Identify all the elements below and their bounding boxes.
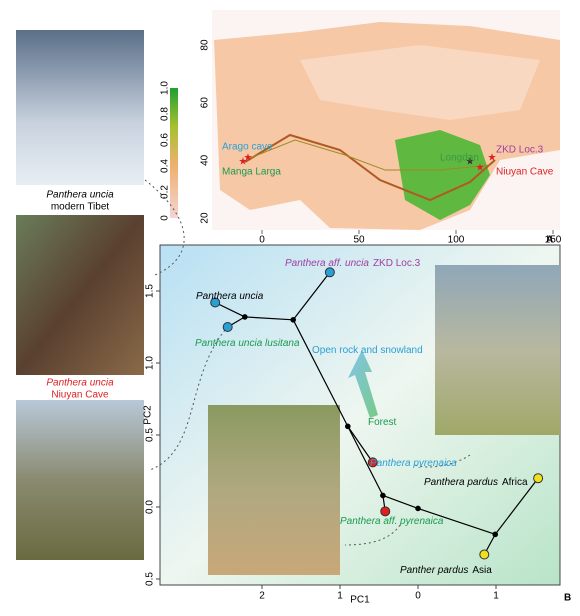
colorbar-label: 0	[160, 215, 171, 221]
node-point	[492, 531, 499, 538]
map: A	[170, 10, 560, 246]
x-tick-label: 50	[353, 235, 365, 246]
panel-label: B	[564, 593, 571, 604]
caption-species: Panthera uncia	[46, 190, 114, 201]
dispersal-route	[249, 139, 491, 171]
y-tick-label: 0.5	[145, 572, 156, 586]
y-axis-title: PC2	[143, 405, 154, 425]
painting-snow-leopard-forest	[16, 215, 144, 375]
y-tick-label: 40	[200, 154, 211, 166]
painting-leopard-ibex	[16, 400, 144, 560]
pca-label: Forest	[368, 417, 397, 428]
site-label: Longdan	[440, 153, 479, 164]
site-marker: ★	[476, 163, 485, 174]
node-point	[290, 317, 297, 323]
site-label: Niuyan Cave	[496, 167, 554, 178]
panel-label: A	[546, 235, 553, 246]
x-tick-label: 100	[448, 235, 465, 246]
land-low	[300, 45, 540, 120]
tip-point	[380, 506, 391, 517]
colorbar-label: 0.2	[160, 185, 171, 199]
tree-edge	[292, 271, 331, 321]
caption-locality: Niuyan Cave	[51, 390, 109, 401]
y-tick-label: 1.5	[145, 284, 156, 298]
tip-point	[533, 473, 544, 484]
pca-label: Panthera uncia	[196, 291, 264, 302]
colorbar-label: 0.6	[160, 133, 171, 147]
site-marker: ★	[239, 157, 248, 168]
site-label: Manga Larga	[222, 167, 281, 178]
tree-edge	[292, 319, 349, 427]
label-text: Africa	[502, 477, 528, 488]
pca-label: Panthera pardus Africa	[424, 477, 528, 488]
x-tick-label: 1	[493, 591, 499, 602]
node-point	[242, 314, 248, 320]
label-italic: Panthera uncia lusitana	[195, 338, 300, 349]
x-axis-title: PC1	[350, 595, 370, 606]
dispersal-route	[244, 133, 496, 202]
dotted-pointer	[144, 179, 185, 276]
site-marker: ★	[488, 153, 497, 164]
tree-edge	[244, 316, 294, 321]
y-tick-label: 0.0	[145, 500, 156, 514]
label-italic: Panthera pardus	[424, 477, 498, 488]
node-point	[415, 505, 421, 512]
tree-edge	[347, 426, 374, 463]
label-italic: Panthera pyrenaica	[370, 458, 457, 469]
x-tick-label: 2	[259, 591, 265, 602]
painting-pyrenaica	[435, 265, 560, 435]
painting-aff-pyrenaica	[208, 405, 340, 575]
node-point	[380, 492, 386, 499]
tree-edge	[417, 507, 496, 535]
label-text: Asia	[472, 565, 492, 576]
node-point	[345, 423, 351, 430]
label-italic: Panthera uncia	[196, 291, 264, 302]
x-tick-label: 150	[545, 235, 562, 246]
dotted-pointer	[149, 329, 226, 471]
pca-label: Panthera uncia lusitana	[195, 338, 300, 349]
pca-label: Panthera pyrenaica	[370, 458, 457, 469]
y-tick-label: 80	[200, 39, 211, 51]
label-italic: Panthera aff. pyrenaica	[340, 516, 444, 527]
label-italic: Panthera aff. uncia	[285, 258, 369, 269]
x-tick-label: 1	[337, 591, 343, 602]
label-italic: Panther pardus	[400, 565, 468, 576]
caption-locality: modern Tibet	[51, 202, 110, 213]
site-marker: ★	[466, 157, 475, 168]
y-tick-label: 1.0	[145, 356, 156, 370]
tree-edge	[347, 426, 384, 496]
pca-label: Panthera aff. pyrenaica	[340, 516, 444, 527]
site-marker: ★	[244, 153, 253, 164]
site-label: ZKD Loc.3	[496, 145, 544, 156]
site-label: Arago cave	[222, 142, 273, 153]
tree-edge	[382, 494, 419, 510]
tip-point	[222, 322, 233, 332]
label-text: Forest	[368, 417, 397, 428]
tip-point	[479, 549, 490, 560]
colorbar-label: 0.4	[160, 159, 171, 173]
land-high	[395, 130, 490, 220]
colorbar	[170, 88, 178, 218]
pca-label: Panthera aff. uncia ZKD Loc.3	[285, 258, 421, 269]
pca-label: Open rock and snowland	[312, 345, 423, 356]
tip-point	[210, 297, 221, 308]
colorbar-label: 0.8	[160, 107, 171, 121]
label-text: ZKD Loc.3	[373, 258, 421, 269]
tree-edge	[494, 477, 539, 535]
tree-edge	[214, 301, 246, 318]
pca-label: Panther pardus Asia	[400, 565, 492, 576]
painting-snow-leopard-tibet	[16, 30, 144, 185]
tip-point	[324, 267, 335, 278]
gradient-arrow	[348, 350, 378, 418]
colorbar-label: 1.0	[160, 81, 171, 95]
y-tick-label: 60	[200, 97, 211, 109]
tip-point	[367, 457, 378, 468]
caption-species: Panthera uncia	[46, 378, 114, 389]
x-tick-label: 0	[415, 591, 421, 602]
label-text: Open rock and snowland	[312, 345, 423, 356]
x-tick-label: 0	[259, 235, 265, 246]
y-tick-label: 20	[200, 212, 211, 224]
y-tick-label: 0.5	[145, 428, 156, 442]
